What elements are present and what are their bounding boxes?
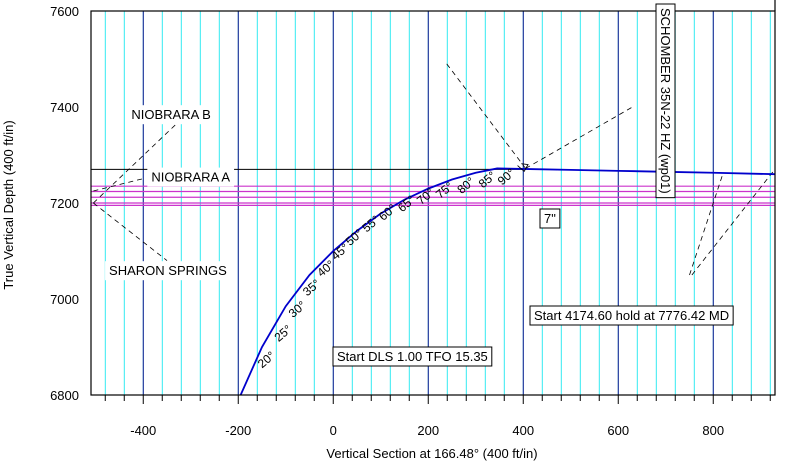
x-tick-label: -400 [130,423,156,438]
inclination-label: 20° [255,348,278,371]
label-hold-start-text: Start 4174.60 hold at 7776.42 MD [534,308,729,323]
inclination-label: 70° [414,185,437,208]
axis-ticks [104,395,771,404]
label-casing: 7" [539,208,561,229]
y-axis-title: True Vertical Depth (400 ft/in) [1,120,16,289]
label-sharon-springs-text: SHARON SPRINGS [109,263,227,278]
leader-well-name [691,170,775,276]
label-dls-start: Start DLS 1.00 TFO 15.35 [332,346,493,367]
label-casing-text: 7" [544,211,556,226]
x-tick-label: 800 [702,423,724,438]
y-tick-label: 7600 [50,4,79,19]
x-tick-label: 0 [330,423,337,438]
label-niobrara-b: NIOBRARA B [127,105,215,125]
inclination-label: 75° [433,179,456,202]
label-niobrara-a-bg [147,167,235,187]
well-path-group [239,163,776,396]
inclination-label: 35° [300,276,323,299]
casing-marker [517,163,529,173]
label-well-name-bg [655,3,676,199]
label-dls-start-bg [332,346,493,367]
leader-dls-start [444,61,526,169]
inclination-label: 40° [314,257,337,280]
label-dls-start-text: Start DLS 1.00 TFO 15.35 [337,349,488,364]
leader-sharon-springs [93,202,168,261]
label-hold-start: Start 4174.60 hold at 7776.42 MD [529,305,734,326]
x-tick-label: 200 [417,423,439,438]
y-tick-label: 6800 [50,388,79,403]
label-niobrara-b-text: NIOBRARA B [131,107,210,122]
leader-hold-start [525,106,633,169]
label-hold-start-bg [529,305,734,326]
label-niobrara-a-text: NIOBRARA A [151,170,230,185]
label-sharon-springs-bg [105,261,231,281]
leader-niobrara-b [93,123,177,204]
x-tick-label: -200 [225,423,251,438]
label-well-name-text: SCHOMBER 35N-22 HZ (wp01) [658,8,673,194]
plot-frame [90,0,776,396]
y-tick-label: 7400 [50,100,79,115]
plot-border [90,10,776,396]
label-well-name: SCHOMBER 35N-22 HZ (wp01) [655,3,676,199]
label-niobrara-b-bg [127,105,215,125]
label-sharon-springs: SHARON SPRINGS [105,261,231,281]
y-tick-label: 7200 [50,196,79,211]
leader-lines [93,61,775,276]
x-tick-label: 400 [512,423,534,438]
well-path-line [239,167,776,396]
leader-niobrara-a [93,177,146,192]
y-tick-label: 7000 [50,292,79,307]
x-axis-title: Vertical Section at 166.48° (400 ft/in) [326,446,537,461]
x-tick-label: 600 [607,423,629,438]
chart-labels: -400 -200 0 200 400 600 800 6800 7000 7200 7400 760… [50,3,734,438]
label-casing-bg [539,208,561,229]
label-niobrara-a: NIOBRARA A [147,167,235,187]
